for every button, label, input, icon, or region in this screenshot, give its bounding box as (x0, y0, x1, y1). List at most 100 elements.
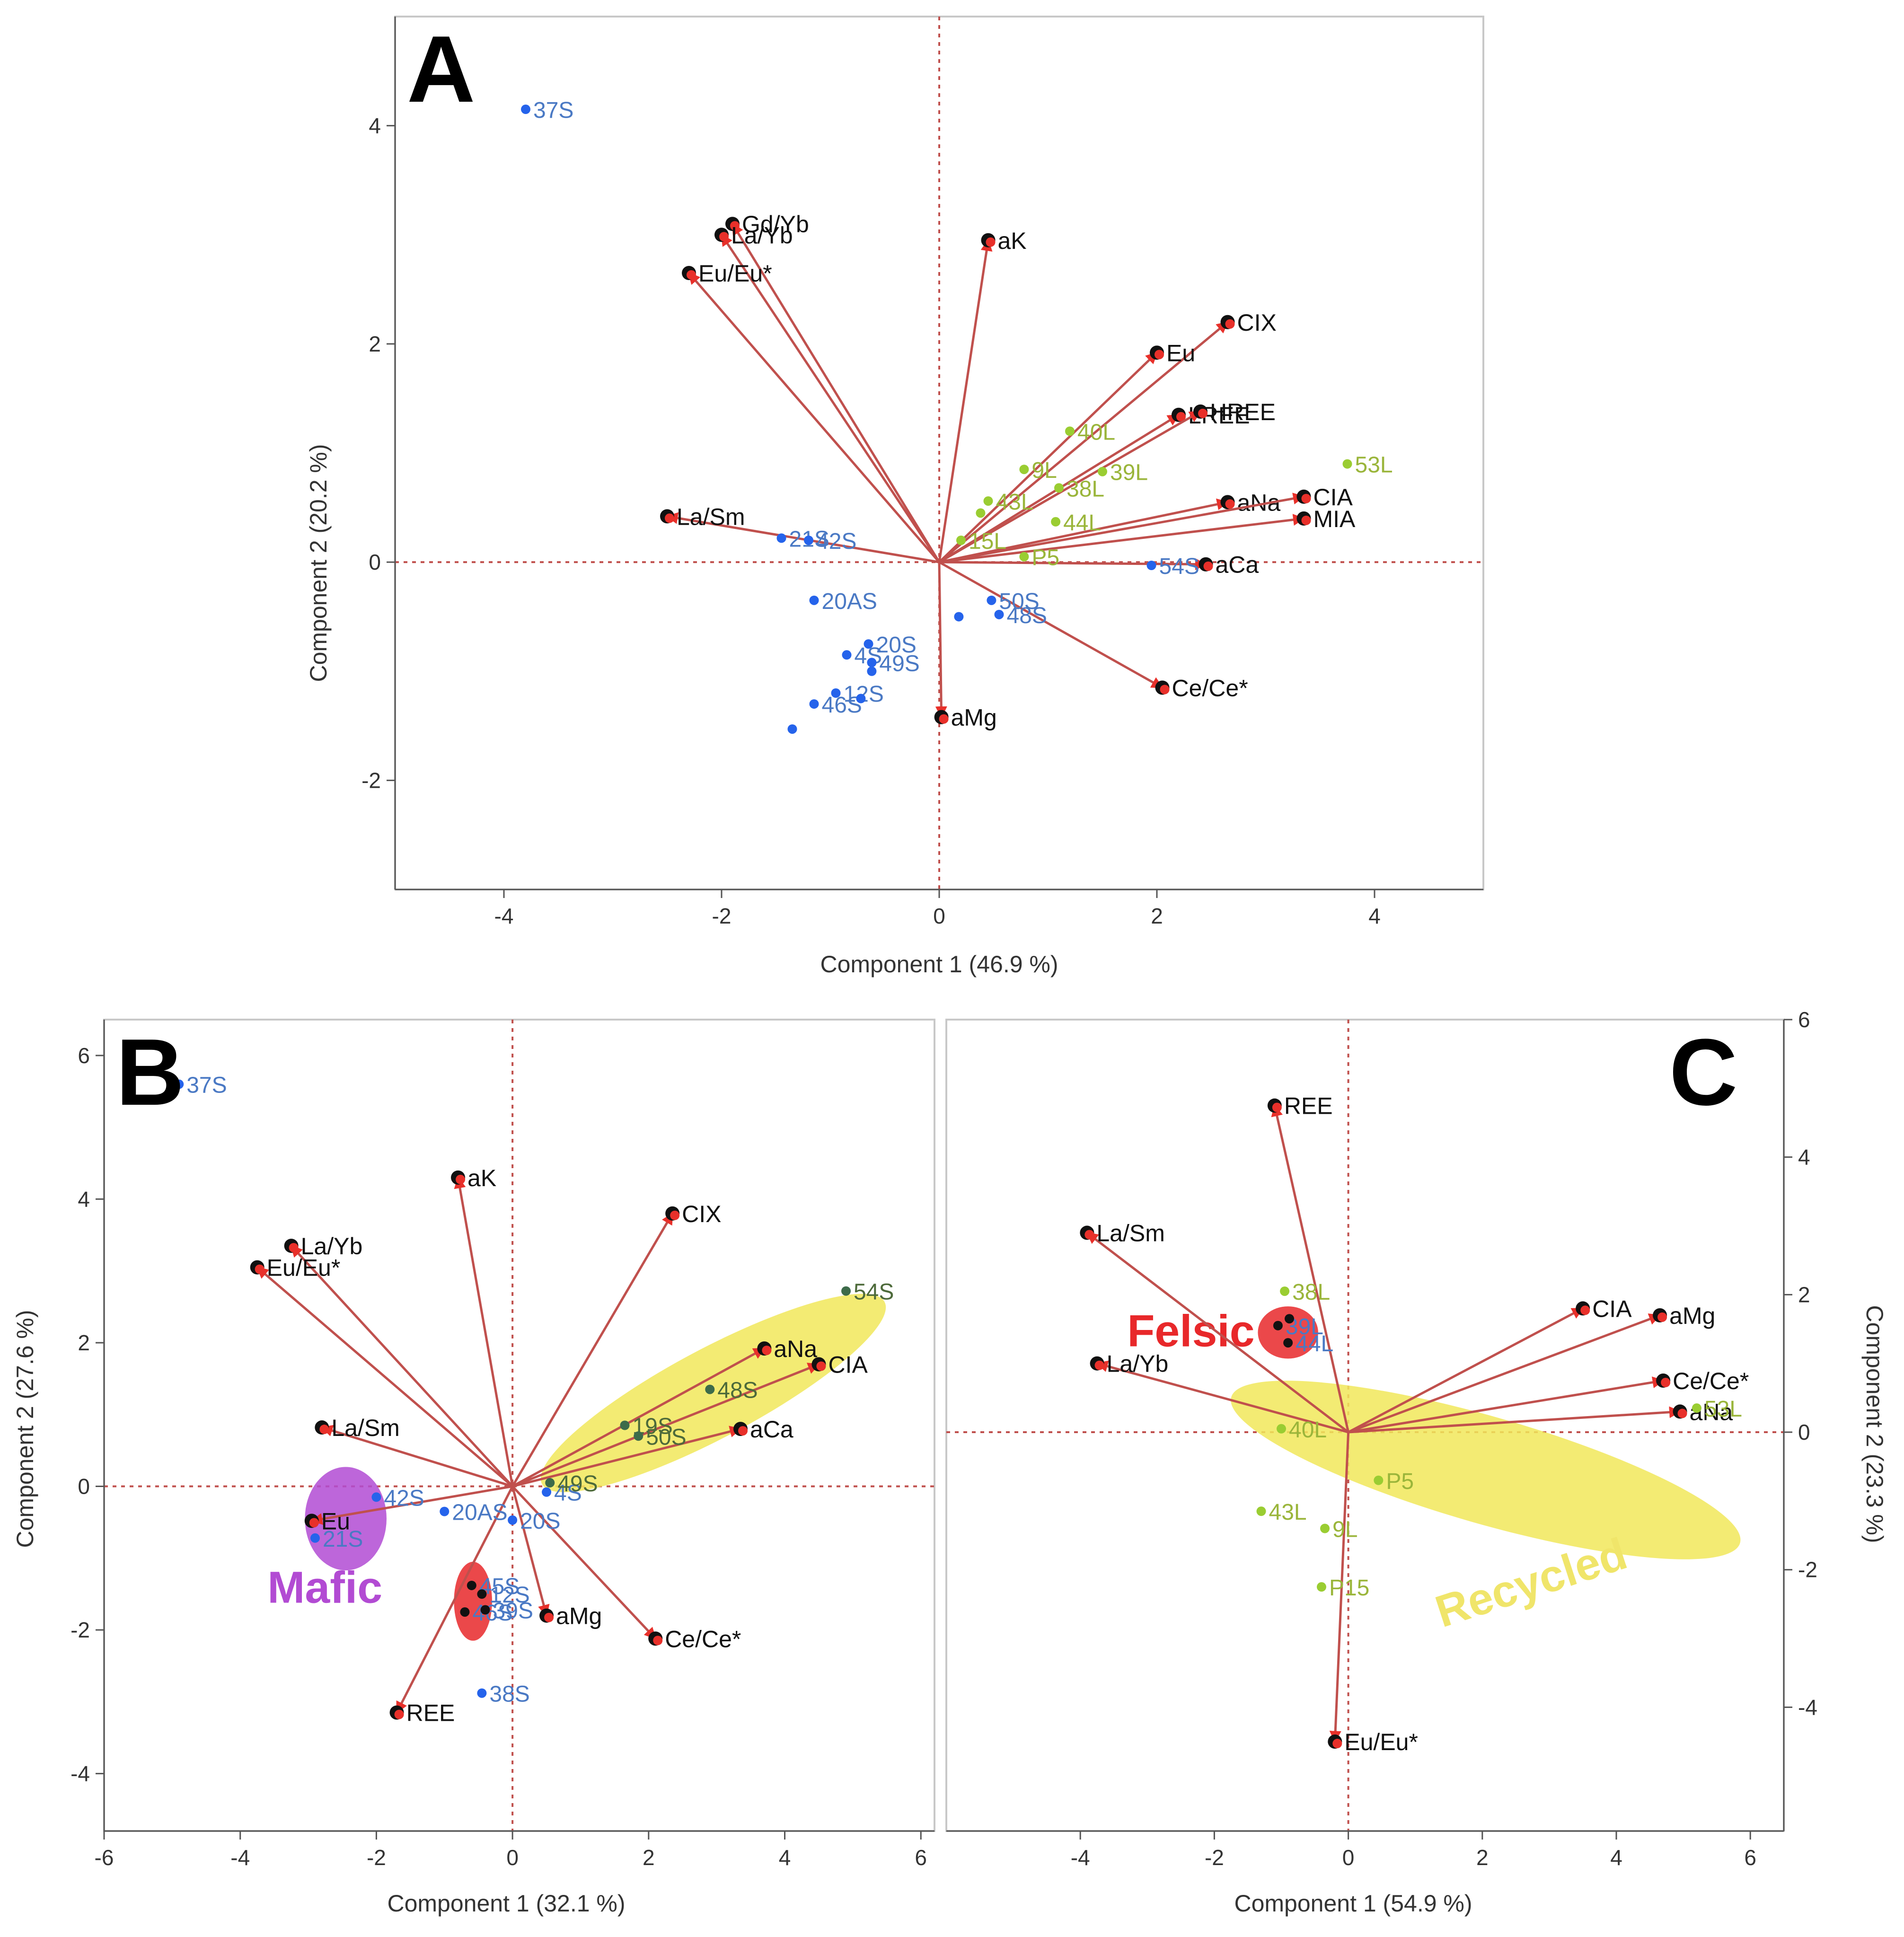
observation-point (842, 650, 852, 660)
vector-label: MIA (1313, 506, 1356, 532)
group-label-mafic: Mafic (267, 1562, 382, 1612)
loading-vector (396, 1486, 514, 1714)
vector-tip-marker-fill (1301, 515, 1311, 525)
loading-vector (666, 512, 940, 563)
x-tick-label: 2 (1151, 904, 1163, 928)
observation-label: 9L (1332, 1517, 1357, 1542)
observation-point (460, 1607, 470, 1617)
vector-tip-marker-fill (816, 1361, 826, 1371)
vector-label: aMg (951, 704, 997, 731)
vector-label: La/Sm (1096, 1220, 1165, 1247)
vector-tip-marker-fill (1160, 685, 1170, 695)
y-tick-label: -2 (361, 768, 381, 792)
observation-point (1019, 552, 1029, 562)
observation-label: 15L (969, 529, 1006, 554)
vector-tip-marker-fill (719, 232, 729, 242)
observation-point (634, 1431, 643, 1441)
observation-point (956, 536, 966, 545)
observation-point (976, 508, 986, 518)
loading-vector (688, 272, 940, 563)
loading-vector (511, 1485, 657, 1640)
vector-tip-marker-fill (1657, 1312, 1667, 1322)
vector-label: Eu/Eu* (698, 260, 772, 287)
vector-label: CIA (1313, 484, 1353, 511)
vector-label: aCa (750, 1416, 793, 1443)
vector-tip-marker-fill (1677, 1409, 1687, 1418)
observation-label: 53L (1704, 1397, 1742, 1422)
loading-vector (511, 1486, 550, 1617)
loading-vector (1096, 1360, 1349, 1434)
observation-point (809, 699, 819, 709)
vector-tip-marker-fill (1176, 412, 1186, 422)
loading-vector (1086, 1232, 1349, 1434)
vector-label: Eu (321, 1508, 350, 1534)
loading-vector (511, 1212, 674, 1487)
x-tick-label: 4 (1610, 1845, 1622, 1870)
x-tick-label: 4 (779, 1845, 791, 1870)
observation-label: 37S (186, 1073, 227, 1098)
observation-point (1316, 1582, 1326, 1592)
vector-tip-marker-fill (1301, 493, 1311, 503)
observation-label: P15 (1329, 1576, 1369, 1601)
observation-point (809, 595, 819, 605)
vector-tip-marker-fill (289, 1243, 299, 1253)
observation-point (1277, 1424, 1286, 1434)
observation-label: P5 (1031, 546, 1059, 571)
observation-point (987, 595, 996, 605)
observation-point (841, 1286, 851, 1296)
loading-vector (256, 1266, 513, 1488)
loading-vector (731, 223, 941, 563)
observation-point (1065, 426, 1075, 436)
x-axis-label: Component 1 (46.9 %) (820, 951, 1058, 977)
vector-label: La/Sm (331, 1415, 400, 1441)
observation-point (864, 639, 873, 649)
observation-point (994, 609, 1004, 619)
y-tick-label: -2 (71, 1618, 90, 1642)
y-axis-label: Component 2 (23.3 %) (1861, 1305, 1888, 1543)
vector-tip-marker-fill (1580, 1305, 1590, 1315)
x-tick-label: -4 (230, 1845, 250, 1870)
vector-tip-marker-fill (1272, 1102, 1282, 1112)
observation-point (1374, 1475, 1384, 1485)
observation-point (983, 496, 993, 506)
y-tick-label: 6 (1798, 1007, 1810, 1032)
observation-label: 20S (520, 1509, 560, 1534)
vector-label: aCa (1216, 552, 1259, 578)
y-tick-label: 2 (369, 332, 381, 356)
observation-point (1320, 1523, 1330, 1533)
vector-tip-marker-fill (986, 237, 996, 247)
observation-point (542, 1487, 552, 1497)
observation-label: 38L (1292, 1280, 1330, 1305)
x-tick-label: -2 (1205, 1845, 1224, 1870)
vector-label: REE (406, 1700, 455, 1726)
observation-point (1098, 467, 1107, 476)
vector-tip-marker-fill (255, 1264, 264, 1274)
observation-label: 21S (323, 1527, 363, 1552)
loading-vector (935, 562, 947, 719)
loading-vector (290, 1245, 513, 1488)
observation-label: 20S (876, 633, 917, 658)
x-tick-label: -2 (712, 904, 732, 928)
observation-label: 39L (1110, 460, 1148, 485)
y-axis-label: Component 2 (20.2 %) (305, 444, 332, 682)
vector-label: CIX (1237, 309, 1277, 336)
loading-vector (720, 234, 941, 563)
observation-label: 43L (996, 490, 1034, 515)
x-tick-label: 6 (1744, 1845, 1756, 1870)
y-tick-label: 0 (78, 1474, 90, 1499)
vector-label: aK (467, 1165, 496, 1191)
x-tick-label: 6 (915, 1845, 927, 1870)
loading-vector (1348, 1376, 1665, 1434)
observation-label: 42S (816, 529, 856, 554)
observation-point (620, 1420, 630, 1430)
vector-label: aNa (774, 1336, 817, 1362)
vector-tip-marker-fill (665, 513, 674, 523)
vector-label: REE (1284, 1093, 1333, 1119)
vector-label: HREE (1210, 399, 1276, 425)
group-ellipse (540, 1294, 886, 1492)
observation-point (1280, 1286, 1290, 1296)
vector-tip-marker-fill (1225, 499, 1235, 509)
observation-label: 40L (1077, 420, 1115, 445)
loading-vector (512, 1363, 820, 1488)
